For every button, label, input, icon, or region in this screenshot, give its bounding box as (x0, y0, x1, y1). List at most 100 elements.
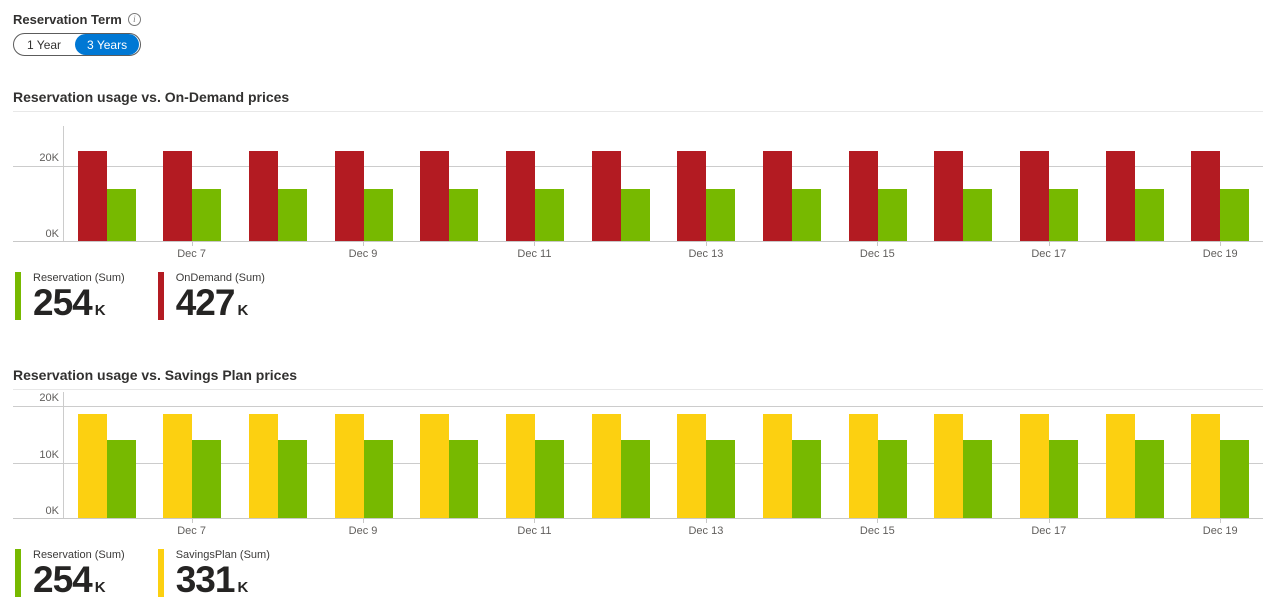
legend-text: Reservation (Sum) 254 K (33, 272, 125, 323)
x-axis-line (13, 518, 1263, 520)
x-tick-dec-19: Dec 19 (1177, 242, 1263, 262)
x-tick-empty (920, 519, 1006, 539)
tick-mark (877, 519, 879, 524)
tick-mark (1220, 242, 1222, 246)
bar-group-dec-19 (1177, 126, 1263, 242)
x-tick-dec-13: Dec 13 (663, 242, 749, 262)
bar-group-dec-15 (835, 392, 921, 520)
bar-group-dec-8 (235, 126, 321, 242)
x-tick-empty (63, 242, 149, 262)
legend-item-ondemand-sum-: OnDemand (Sum) 427 K (157, 272, 265, 323)
bar-group-dec-15 (835, 126, 921, 242)
x-tick-dec-15: Dec 15 (834, 242, 920, 262)
toggle-option-1-year[interactable]: 1 Year (14, 34, 74, 55)
bar-reservation (877, 188, 907, 242)
bar-reservation (449, 440, 479, 520)
tick-mark (534, 519, 536, 524)
bar-group-dec-14 (749, 126, 835, 242)
x-tick-dec-7: Dec 7 (149, 242, 235, 262)
x-axis-label: Dec 11 (517, 525, 552, 538)
bar-reservation (706, 440, 736, 520)
bar-ondemand (1105, 151, 1135, 242)
legend-sum-unit: K (94, 579, 106, 597)
bar-group-dec-13 (663, 392, 749, 520)
bar-group-dec-16 (920, 126, 1006, 242)
bar-ondemand (77, 151, 107, 242)
tick-mark (1048, 242, 1050, 246)
legend-sum-value: 254 K (33, 282, 106, 323)
bar-group-dec-13 (663, 126, 749, 242)
x-tick-dec-17: Dec 17 (1006, 519, 1092, 539)
bar-reservation (1134, 188, 1164, 242)
bar-ondemand (591, 151, 621, 242)
x-tick-dec-11: Dec 11 (492, 519, 578, 539)
plot-area: 0K 20K (13, 126, 1263, 242)
legend-sum-unit: K (237, 302, 249, 319)
tick-mark (191, 519, 193, 524)
bar-reservation (791, 188, 821, 242)
bar-reservation (106, 440, 136, 520)
x-axis-label: Dec 11 (517, 248, 552, 260)
bar-group-dec-12 (578, 126, 664, 242)
bar-reservation (535, 188, 565, 242)
bar-group-dec-10 (407, 126, 493, 242)
x-tick-empty (577, 519, 663, 539)
bar-ondemand (677, 151, 707, 242)
y-axis-label-20k: 20K (39, 151, 59, 164)
gridline-20k (13, 406, 1263, 408)
bar-ondemand (163, 151, 193, 242)
bar-reservation (1220, 188, 1250, 242)
bar-group-dec-18 (1092, 126, 1178, 242)
legend-color-swatch (15, 549, 21, 598)
legend-sum-value: 427 K (175, 282, 249, 323)
bar-savingsplan (249, 414, 279, 520)
y-axis-label-10k: 10K (39, 448, 59, 461)
x-axis-label: Dec 7 (177, 248, 206, 260)
bar-group-dec-8 (235, 392, 321, 520)
tick-mark (191, 242, 193, 246)
bar-savingsplan (1191, 414, 1221, 520)
x-tick-empty (749, 242, 835, 262)
bar-group-dec-10 (407, 392, 493, 520)
legend-text: Reservation (Sum) 254 K (33, 549, 125, 598)
bar-reservation (1134, 440, 1164, 520)
bar-reservation (1048, 188, 1078, 242)
tick-mark (363, 519, 365, 524)
bar-savingsplan (506, 414, 536, 520)
info-icon[interactable]: i (127, 13, 141, 26)
x-tick-empty (406, 242, 492, 262)
reservation-term-toggle[interactable]: 1 Year 3 Years (13, 33, 142, 56)
bar-reservation (535, 440, 565, 520)
bar-ondemand (506, 151, 536, 242)
bar-reservation (620, 188, 650, 242)
reservation-term-header: Reservation Term i (13, 12, 1263, 27)
y-axis-label-20k: 20K (39, 392, 59, 405)
bar-group-dec-7 (150, 392, 236, 520)
bar-savingsplan (677, 414, 707, 520)
bar-group-dec-19 (1177, 392, 1263, 520)
legend-color-swatch (157, 549, 164, 598)
chart-title: Reservation usage vs. On-Demand prices (13, 89, 1263, 112)
x-axis-labels: Dec 7 Dec 9 Dec 11 Dec 13 Dec 15 Dec 17 Dec 19 (63, 519, 1263, 539)
bar-group-dec-6 (64, 392, 150, 520)
x-tick-empty (1092, 519, 1178, 539)
bar-group-dec-11 (492, 392, 578, 520)
legend-series-label: Reservation (Sum) (33, 272, 125, 284)
legend-color-swatch (157, 272, 164, 321)
x-axis-labels: Dec 7 Dec 9 Dec 11 Dec 13 Dec 15 Dec 17 Dec 19 (63, 242, 1263, 262)
bar-reservation (791, 440, 821, 520)
legend-color-swatch (15, 272, 21, 321)
x-tick-dec-17: Dec 17 (1006, 242, 1092, 262)
x-axis-label: Dec 13 (688, 525, 724, 538)
bar-savingsplan (420, 414, 450, 520)
x-tick-empty (920, 242, 1006, 262)
x-axis-label: Dec 7 (177, 525, 206, 538)
bar-group-dec-7 (150, 126, 236, 242)
bar-ondemand (762, 151, 792, 242)
bar-savingsplan (77, 414, 107, 520)
bar-ondemand (934, 151, 964, 242)
x-tick-empty (749, 519, 835, 539)
x-tick-dec-19: Dec 19 (1177, 519, 1263, 539)
toggle-option-3-years[interactable]: 3 Years (75, 34, 140, 55)
legend-sum-unit: K (94, 302, 106, 319)
